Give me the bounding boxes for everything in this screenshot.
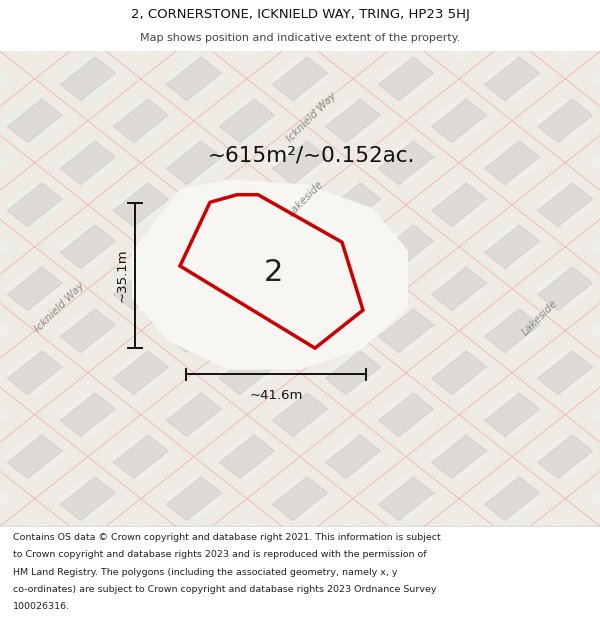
Text: Icknield Way: Icknield Way bbox=[34, 281, 86, 334]
Text: ~35.1m: ~35.1m bbox=[115, 249, 128, 302]
Polygon shape bbox=[0, 0, 600, 592]
Polygon shape bbox=[7, 183, 62, 227]
Polygon shape bbox=[431, 267, 487, 311]
Polygon shape bbox=[0, 28, 600, 625]
Polygon shape bbox=[182, 0, 600, 382]
Polygon shape bbox=[113, 435, 169, 479]
Polygon shape bbox=[182, 196, 600, 625]
Polygon shape bbox=[220, 99, 275, 142]
Polygon shape bbox=[76, 112, 600, 625]
Text: Lakeside: Lakeside bbox=[520, 298, 560, 337]
Polygon shape bbox=[7, 99, 62, 142]
Polygon shape bbox=[76, 0, 600, 466]
Text: ~615m²/~0.152ac.: ~615m²/~0.152ac. bbox=[208, 146, 416, 166]
Polygon shape bbox=[60, 477, 115, 521]
Polygon shape bbox=[485, 141, 540, 184]
Polygon shape bbox=[220, 435, 275, 479]
Polygon shape bbox=[538, 99, 593, 142]
Polygon shape bbox=[7, 267, 62, 311]
Polygon shape bbox=[379, 309, 434, 352]
Polygon shape bbox=[132, 179, 408, 369]
Text: HM Land Registry. The polygons (including the associated geometry, namely x, y: HM Land Registry. The polygons (includin… bbox=[13, 568, 398, 577]
Polygon shape bbox=[272, 393, 328, 436]
Polygon shape bbox=[7, 351, 62, 394]
Polygon shape bbox=[60, 225, 115, 269]
Polygon shape bbox=[166, 57, 221, 101]
Polygon shape bbox=[0, 154, 471, 625]
Polygon shape bbox=[0, 0, 600, 550]
Polygon shape bbox=[60, 141, 115, 184]
Polygon shape bbox=[23, 0, 600, 508]
Polygon shape bbox=[166, 393, 221, 436]
Polygon shape bbox=[129, 0, 600, 424]
Polygon shape bbox=[60, 57, 115, 101]
Polygon shape bbox=[538, 183, 593, 227]
Polygon shape bbox=[431, 99, 487, 142]
Text: co-ordinates) are subject to Crown copyright and database rights 2023 Ordnance S: co-ordinates) are subject to Crown copyr… bbox=[13, 585, 437, 594]
Polygon shape bbox=[325, 267, 380, 311]
Polygon shape bbox=[166, 477, 221, 521]
Text: 2: 2 bbox=[263, 258, 283, 287]
Polygon shape bbox=[0, 0, 600, 592]
Polygon shape bbox=[23, 69, 600, 625]
Polygon shape bbox=[379, 393, 434, 436]
Polygon shape bbox=[272, 225, 328, 269]
Polygon shape bbox=[7, 435, 62, 479]
Polygon shape bbox=[166, 225, 221, 269]
Polygon shape bbox=[0, 0, 577, 508]
Polygon shape bbox=[113, 267, 169, 311]
Polygon shape bbox=[113, 183, 169, 227]
Polygon shape bbox=[166, 309, 221, 352]
Polygon shape bbox=[379, 57, 434, 101]
Polygon shape bbox=[60, 309, 115, 352]
Polygon shape bbox=[485, 393, 540, 436]
Polygon shape bbox=[272, 477, 328, 521]
Polygon shape bbox=[325, 435, 380, 479]
Polygon shape bbox=[272, 57, 328, 101]
Polygon shape bbox=[0, 0, 524, 466]
Polygon shape bbox=[272, 309, 328, 352]
Polygon shape bbox=[538, 435, 593, 479]
Polygon shape bbox=[0, 69, 577, 625]
Text: Map shows position and indicative extent of the property.: Map shows position and indicative extent… bbox=[140, 33, 460, 44]
Polygon shape bbox=[325, 183, 380, 227]
Polygon shape bbox=[220, 183, 275, 227]
Text: to Crown copyright and database rights 2023 and is reproduced with the permissio: to Crown copyright and database rights 2… bbox=[13, 551, 427, 559]
Polygon shape bbox=[379, 141, 434, 184]
Polygon shape bbox=[113, 351, 169, 394]
Text: 100026316.: 100026316. bbox=[13, 602, 70, 611]
Polygon shape bbox=[0, 112, 524, 625]
Polygon shape bbox=[0, 196, 418, 625]
Polygon shape bbox=[0, 28, 600, 625]
Polygon shape bbox=[129, 154, 600, 625]
Text: 2, CORNERSTONE, ICKNIELD WAY, TRING, HP23 5HJ: 2, CORNERSTONE, ICKNIELD WAY, TRING, HP2… bbox=[131, 8, 469, 21]
Polygon shape bbox=[220, 351, 275, 394]
Polygon shape bbox=[379, 477, 434, 521]
Polygon shape bbox=[113, 99, 169, 142]
Polygon shape bbox=[220, 267, 275, 311]
Polygon shape bbox=[431, 183, 487, 227]
Text: ~41.6m: ~41.6m bbox=[250, 389, 302, 402]
Polygon shape bbox=[0, 0, 471, 424]
Polygon shape bbox=[272, 141, 328, 184]
Polygon shape bbox=[485, 225, 540, 269]
Polygon shape bbox=[0, 0, 418, 382]
Polygon shape bbox=[431, 351, 487, 394]
Polygon shape bbox=[60, 393, 115, 436]
Polygon shape bbox=[325, 99, 380, 142]
Polygon shape bbox=[431, 435, 487, 479]
Polygon shape bbox=[538, 351, 593, 394]
Text: Lakeside: Lakeside bbox=[286, 179, 326, 218]
Polygon shape bbox=[485, 477, 540, 521]
Text: Icknield Way: Icknield Way bbox=[286, 91, 338, 144]
Polygon shape bbox=[325, 351, 380, 394]
Polygon shape bbox=[379, 225, 434, 269]
Polygon shape bbox=[485, 309, 540, 352]
Polygon shape bbox=[166, 141, 221, 184]
Polygon shape bbox=[168, 137, 312, 251]
Text: Contains OS data © Crown copyright and database right 2021. This information is : Contains OS data © Crown copyright and d… bbox=[13, 533, 441, 542]
